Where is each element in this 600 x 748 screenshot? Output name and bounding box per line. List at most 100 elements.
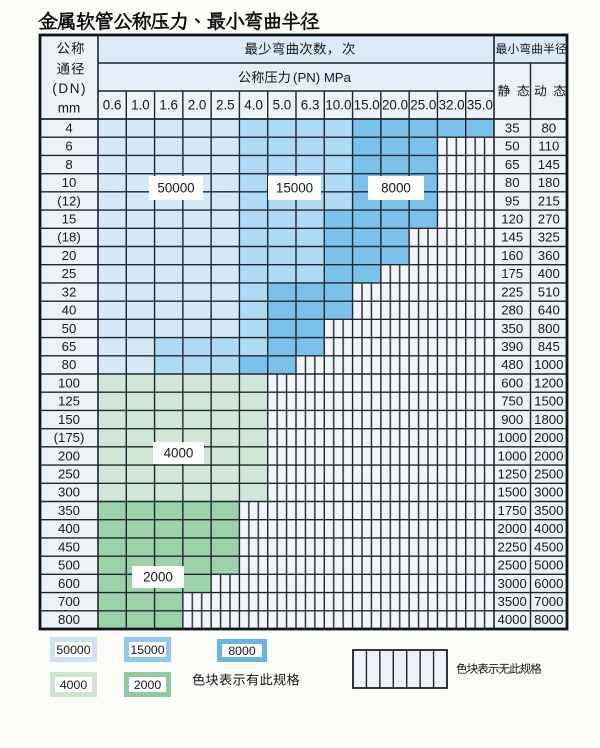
svg-text:6000: 6000 <box>534 576 563 591</box>
svg-text:2500: 2500 <box>498 558 527 573</box>
svg-text:350: 350 <box>501 321 523 336</box>
svg-text:1800: 1800 <box>534 412 563 427</box>
svg-text:145: 145 <box>501 230 523 245</box>
svg-text:8000: 8000 <box>228 644 256 658</box>
svg-text:(PN) MPa: (PN) MPa <box>293 70 352 85</box>
svg-text:225: 225 <box>501 284 523 299</box>
svg-text:95: 95 <box>505 193 520 208</box>
svg-text:4: 4 <box>65 121 72 136</box>
svg-text:500: 500 <box>58 558 80 573</box>
svg-text:4000: 4000 <box>164 446 194 461</box>
svg-text:1.6: 1.6 <box>159 98 178 113</box>
svg-text:390: 390 <box>501 339 523 354</box>
svg-text:35.0: 35.0 <box>467 98 493 113</box>
svg-text:65: 65 <box>62 339 77 354</box>
svg-text:20.0: 20.0 <box>382 98 408 113</box>
svg-text:110: 110 <box>538 139 559 154</box>
svg-text:160: 160 <box>501 248 523 263</box>
svg-text:8000: 8000 <box>534 612 563 627</box>
svg-text:50: 50 <box>62 321 77 336</box>
svg-text:1750: 1750 <box>498 503 527 518</box>
svg-text:20: 20 <box>62 248 77 263</box>
svg-text:3500: 3500 <box>498 594 527 609</box>
svg-text:250: 250 <box>58 467 80 482</box>
svg-text:145: 145 <box>538 157 560 172</box>
svg-text:2000: 2000 <box>534 430 563 445</box>
svg-text:1500: 1500 <box>498 485 527 500</box>
svg-text:1000: 1000 <box>498 430 527 445</box>
svg-text:1000: 1000 <box>534 357 563 372</box>
svg-text:700: 700 <box>58 594 80 609</box>
svg-text:400: 400 <box>58 521 80 536</box>
svg-text:845: 845 <box>538 339 560 354</box>
svg-text:2000: 2000 <box>498 521 527 536</box>
svg-text:280: 280 <box>501 303 523 318</box>
svg-text:200: 200 <box>58 448 80 463</box>
svg-text:3000: 3000 <box>534 485 563 500</box>
svg-text:25: 25 <box>62 266 77 281</box>
svg-text:1250: 1250 <box>498 467 527 482</box>
svg-text:600: 600 <box>58 576 80 591</box>
svg-text:32: 32 <box>62 284 77 299</box>
svg-text:175: 175 <box>501 266 523 281</box>
svg-text:3500: 3500 <box>534 503 563 518</box>
svg-text:400: 400 <box>538 266 560 281</box>
svg-text:80: 80 <box>541 121 556 136</box>
svg-text:10: 10 <box>62 175 77 190</box>
svg-text:0.6: 0.6 <box>103 98 122 113</box>
svg-text:350: 350 <box>58 503 80 518</box>
svg-text:600: 600 <box>501 376 523 391</box>
svg-text:450: 450 <box>58 539 80 554</box>
svg-text:800: 800 <box>58 612 80 627</box>
svg-text:750: 750 <box>501 394 523 409</box>
svg-text:270: 270 <box>538 212 560 227</box>
svg-text:15.0: 15.0 <box>354 98 380 113</box>
svg-text:15: 15 <box>62 212 77 227</box>
svg-text:7000: 7000 <box>534 594 563 609</box>
svg-text:180: 180 <box>538 175 560 190</box>
svg-text:(175): (175) <box>54 430 85 445</box>
svg-text:50000: 50000 <box>157 181 194 196</box>
svg-text:800: 800 <box>538 321 560 336</box>
svg-text:125: 125 <box>58 394 80 409</box>
svg-text:640: 640 <box>538 303 560 318</box>
svg-text:1000: 1000 <box>498 448 527 463</box>
svg-text:mm: mm <box>58 100 81 115</box>
svg-text:4000: 4000 <box>60 678 88 692</box>
svg-text:1200: 1200 <box>534 376 563 391</box>
svg-text:100: 100 <box>58 376 80 391</box>
svg-text:4000: 4000 <box>534 521 563 536</box>
svg-text:6.3: 6.3 <box>301 98 320 113</box>
svg-text:360: 360 <box>538 248 560 263</box>
svg-text:4500: 4500 <box>534 539 563 554</box>
svg-text:2000: 2000 <box>134 678 162 692</box>
svg-text:900: 900 <box>501 412 523 427</box>
svg-text:3000: 3000 <box>498 576 527 591</box>
svg-text:2.0: 2.0 <box>188 98 207 113</box>
svg-text:(12): (12) <box>57 193 80 208</box>
svg-text:40: 40 <box>62 303 77 318</box>
svg-text:80: 80 <box>505 175 520 190</box>
svg-text:8000: 8000 <box>381 181 411 196</box>
svg-text:2000: 2000 <box>534 448 563 463</box>
svg-text:8: 8 <box>65 157 72 172</box>
svg-text:2250: 2250 <box>498 539 527 554</box>
svg-text:2500: 2500 <box>534 467 563 482</box>
svg-text:300: 300 <box>58 485 80 500</box>
svg-text:215: 215 <box>538 193 560 208</box>
svg-text:(DN): (DN) <box>52 81 87 96</box>
svg-text:50: 50 <box>505 139 520 154</box>
svg-text:4.0: 4.0 <box>244 98 263 113</box>
svg-text:1500: 1500 <box>534 394 563 409</box>
svg-text:2.5: 2.5 <box>216 98 235 113</box>
svg-text:150: 150 <box>58 412 80 427</box>
svg-text:325: 325 <box>538 230 560 245</box>
svg-text:32.0: 32.0 <box>439 98 465 113</box>
svg-text:15000: 15000 <box>276 181 313 196</box>
svg-text:35: 35 <box>505 121 520 136</box>
svg-text:5000: 5000 <box>534 558 563 573</box>
svg-text:480: 480 <box>501 357 523 372</box>
svg-text:2000: 2000 <box>143 570 173 585</box>
svg-text:5.0: 5.0 <box>273 98 292 113</box>
svg-text:80: 80 <box>62 357 77 372</box>
